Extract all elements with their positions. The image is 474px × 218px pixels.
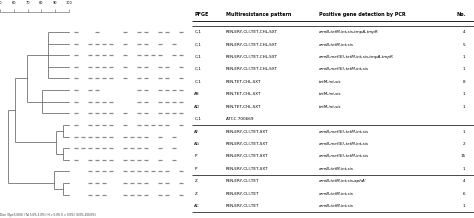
Text: 70: 70 — [25, 2, 30, 5]
Text: Positive gene detection by PCR: Positive gene detection by PCR — [319, 12, 405, 17]
Text: PEN,TET,CHL,SXT: PEN,TET,CHL,SXT — [226, 105, 261, 109]
Text: 100: 100 — [65, 2, 73, 5]
Text: 2: 2 — [463, 142, 465, 146]
Text: ermB,mef(E),tetM,int,sis: ermB,mef(E),tetM,int,sis — [319, 155, 369, 158]
Text: AF: AF — [194, 130, 200, 134]
Text: 1: 1 — [463, 55, 465, 59]
Text: ermB,tetM,int,sis: ermB,tetM,int,sis — [319, 192, 354, 196]
Text: Z: Z — [194, 192, 197, 196]
Text: Multiresistance pattern: Multiresistance pattern — [226, 12, 291, 17]
Text: PEN,TET,CHL,SXT: PEN,TET,CHL,SXT — [226, 80, 261, 84]
Text: AC: AC — [194, 204, 200, 208]
Text: PEN,ERY,CLI,TET,CHL,SXT: PEN,ERY,CLI,TET,CHL,SXT — [226, 68, 277, 72]
Text: No.: No. — [456, 12, 465, 17]
Text: 90: 90 — [53, 2, 57, 5]
Text: C-1: C-1 — [194, 80, 201, 84]
Text: ermB,tetM,int,sis: ermB,tetM,int,sis — [319, 204, 354, 208]
Text: 6: 6 — [463, 192, 465, 196]
Text: 1: 1 — [463, 130, 465, 134]
Text: 80: 80 — [39, 2, 44, 5]
Text: ermB,tetM,int,sis: ermB,tetM,int,sis — [319, 167, 354, 171]
Text: 1: 1 — [463, 204, 465, 208]
Text: PEN,ERY,CLI,TET,CHL,SXT: PEN,ERY,CLI,TET,CHL,SXT — [226, 30, 277, 34]
Text: 8: 8 — [463, 80, 465, 84]
Text: Dice (Opt:5.00%) (Tol 5.0%-5.0%) (H > 0.0% S > 0.0%) (0.0%-100.0%): Dice (Opt:5.00%) (Tol 5.0%-5.0%) (H > 0.… — [0, 213, 96, 217]
Text: ermB,mef(E),tetM,int,sis: ermB,mef(E),tetM,int,sis — [319, 130, 369, 134]
Text: 5: 5 — [463, 43, 465, 47]
Text: tetM,int,sis: tetM,int,sis — [319, 92, 341, 96]
Text: ermB,tetM,int,sis: ermB,tetM,int,sis — [319, 43, 354, 47]
Text: PEN,ERY,CLI,TET,SXT: PEN,ERY,CLI,TET,SXT — [226, 155, 268, 158]
Text: 15: 15 — [460, 155, 465, 158]
Text: PEN,TET,CHL,SXT: PEN,TET,CHL,SXT — [226, 92, 261, 96]
Text: ermB,mef(E),tetM,int,sis: ermB,mef(E),tetM,int,sis — [319, 142, 369, 146]
Text: PEN,ERY,CLI,TET: PEN,ERY,CLI,TET — [226, 204, 259, 208]
Text: ermB,tetM,int,sis,tmpA,tmpR: ermB,tetM,int,sis,tmpA,tmpR — [319, 30, 378, 34]
Text: PEN,ERY,CLI,TET,CHL,SXT: PEN,ERY,CLI,TET,CHL,SXT — [226, 55, 277, 59]
Text: P: P — [194, 155, 197, 158]
Text: ATCC 700669: ATCC 700669 — [226, 117, 253, 121]
Text: 1: 1 — [463, 92, 465, 96]
Text: C-1: C-1 — [194, 43, 201, 47]
Text: ermB,mef(E),tetM,int,sis: ermB,mef(E),tetM,int,sis — [319, 68, 369, 72]
Text: 50: 50 — [0, 2, 2, 5]
Text: PEN,ERY,CLI,TET,SXT: PEN,ERY,CLI,TET,SXT — [226, 130, 268, 134]
Text: ermB,mef(E),tetM,int,sis,tmpA,tmpR: ermB,mef(E),tetM,int,sis,tmpA,tmpR — [319, 55, 393, 59]
Text: C-1: C-1 — [194, 68, 201, 72]
Text: tetM,int,sis: tetM,int,sis — [319, 105, 341, 109]
Text: tetM,int,sis: tetM,int,sis — [319, 80, 341, 84]
Text: PFGE: PFGE — [194, 12, 209, 17]
Text: AG: AG — [194, 142, 201, 146]
Text: ermB,tetM,int,sis,aphA': ermB,tetM,int,sis,aphA' — [319, 179, 366, 183]
Text: PEN,ERY,CLI,TET,SXT: PEN,ERY,CLI,TET,SXT — [226, 167, 268, 171]
Text: C-1: C-1 — [194, 30, 201, 34]
Text: Z: Z — [194, 179, 197, 183]
Text: 1: 1 — [463, 68, 465, 72]
Text: PEN,ERY,CLI,TET,CHL,SXT: PEN,ERY,CLI,TET,CHL,SXT — [226, 43, 277, 47]
Text: PEN,ERY,CLI,TET: PEN,ERY,CLI,TET — [226, 192, 259, 196]
Text: 60: 60 — [11, 2, 16, 5]
Text: AD: AD — [194, 105, 201, 109]
Text: PEN,ERY,CLI,TET: PEN,ERY,CLI,TET — [226, 179, 259, 183]
Text: 1: 1 — [463, 105, 465, 109]
Text: PEN,ERY,CLI,TET,SXT: PEN,ERY,CLI,TET,SXT — [226, 142, 268, 146]
Text: P: P — [194, 167, 197, 171]
Text: 4: 4 — [463, 30, 465, 34]
Text: 4: 4 — [463, 179, 465, 183]
Text: 1: 1 — [463, 167, 465, 171]
Text: AB: AB — [194, 92, 200, 96]
Text: C-1: C-1 — [194, 55, 201, 59]
Text: C-1: C-1 — [194, 117, 201, 121]
